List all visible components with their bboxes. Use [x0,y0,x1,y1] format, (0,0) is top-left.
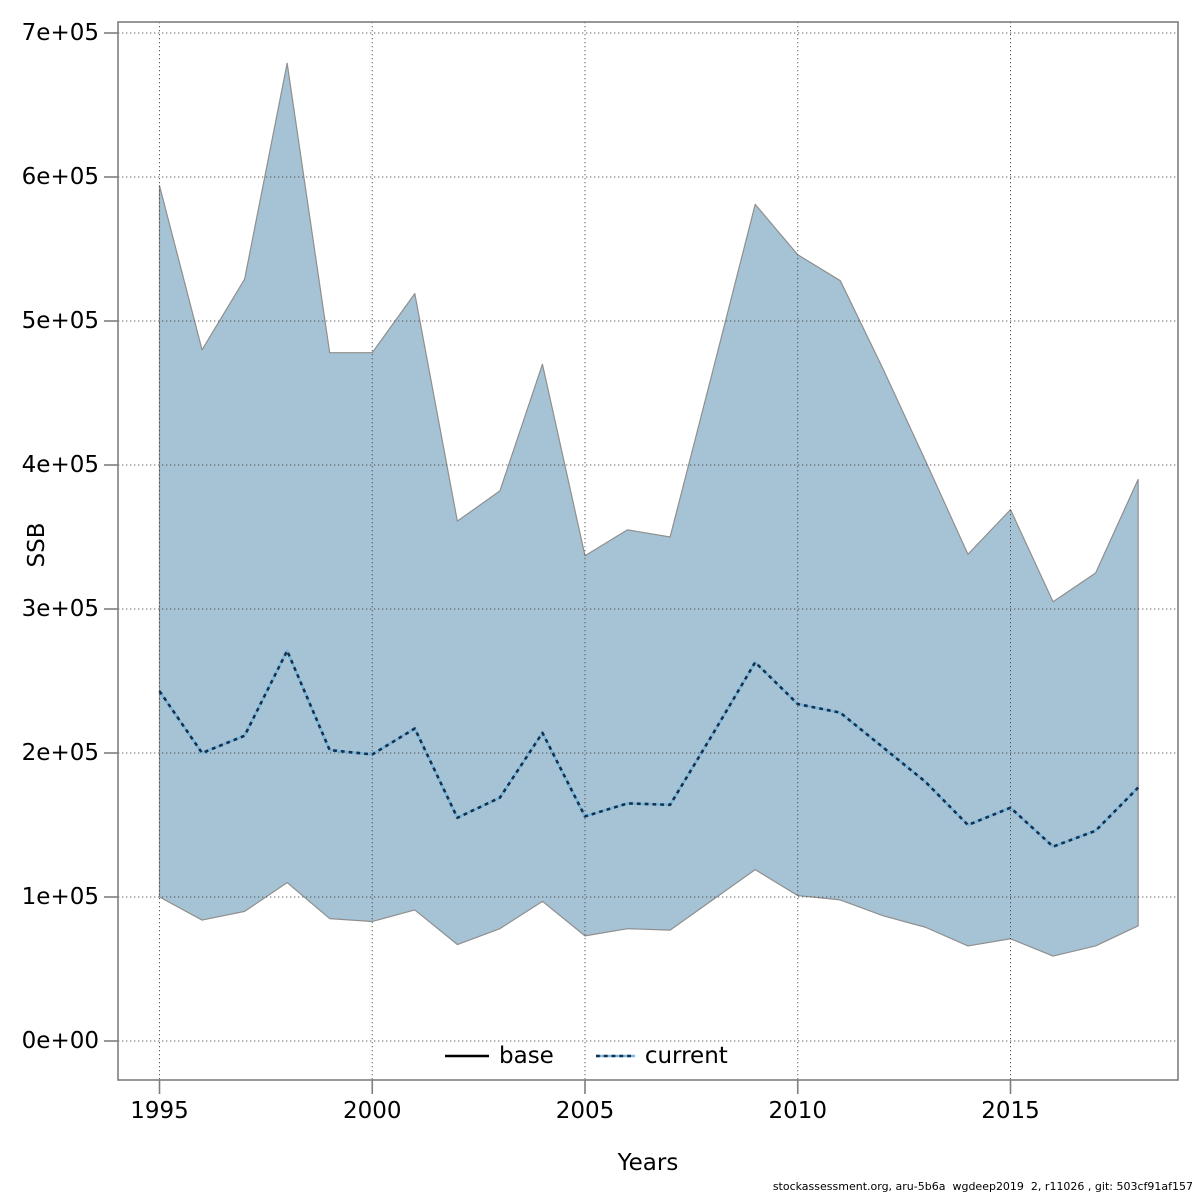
y-tick-label: 4e+05 [21,452,99,478]
current-line [158,649,1140,848]
y-tick-label: 6e+05 [21,164,99,190]
y-tick-label: 7e+05 [21,20,99,46]
confidence-band [158,62,1139,957]
y-axis-title: SSB [24,522,50,568]
legend-base-label: base [499,1043,554,1069]
y-tick-label: 3e+05 [21,596,99,622]
y-tick-label: 1e+05 [21,884,99,910]
legend-item-base: base [444,1042,554,1070]
x-tick-label: 2015 [981,1098,1040,1124]
x-axis-title: Years [617,1150,679,1176]
x-tick-label: 2010 [768,1098,828,1124]
legend-item-current: current [595,1042,728,1070]
x-tick-label: 2005 [555,1098,615,1124]
x-tick-label: 2000 [342,1098,402,1124]
y-tick-label: 5e+05 [21,308,99,334]
y-tick-label: 2e+05 [21,740,99,766]
legend: base current [444,1042,728,1070]
y-tick-label: 0e+00 [21,1028,99,1054]
footer-attribution: stockassessment.org, aru-5b6a wgdeep2019… [772,1180,1193,1193]
legend-current-line-sample [595,1054,635,1058]
legend-base-line-sample [445,1054,489,1058]
plot-border [117,21,1179,1081]
x-tick-label: 1995 [130,1098,189,1124]
legend-current-label: current [644,1043,728,1069]
